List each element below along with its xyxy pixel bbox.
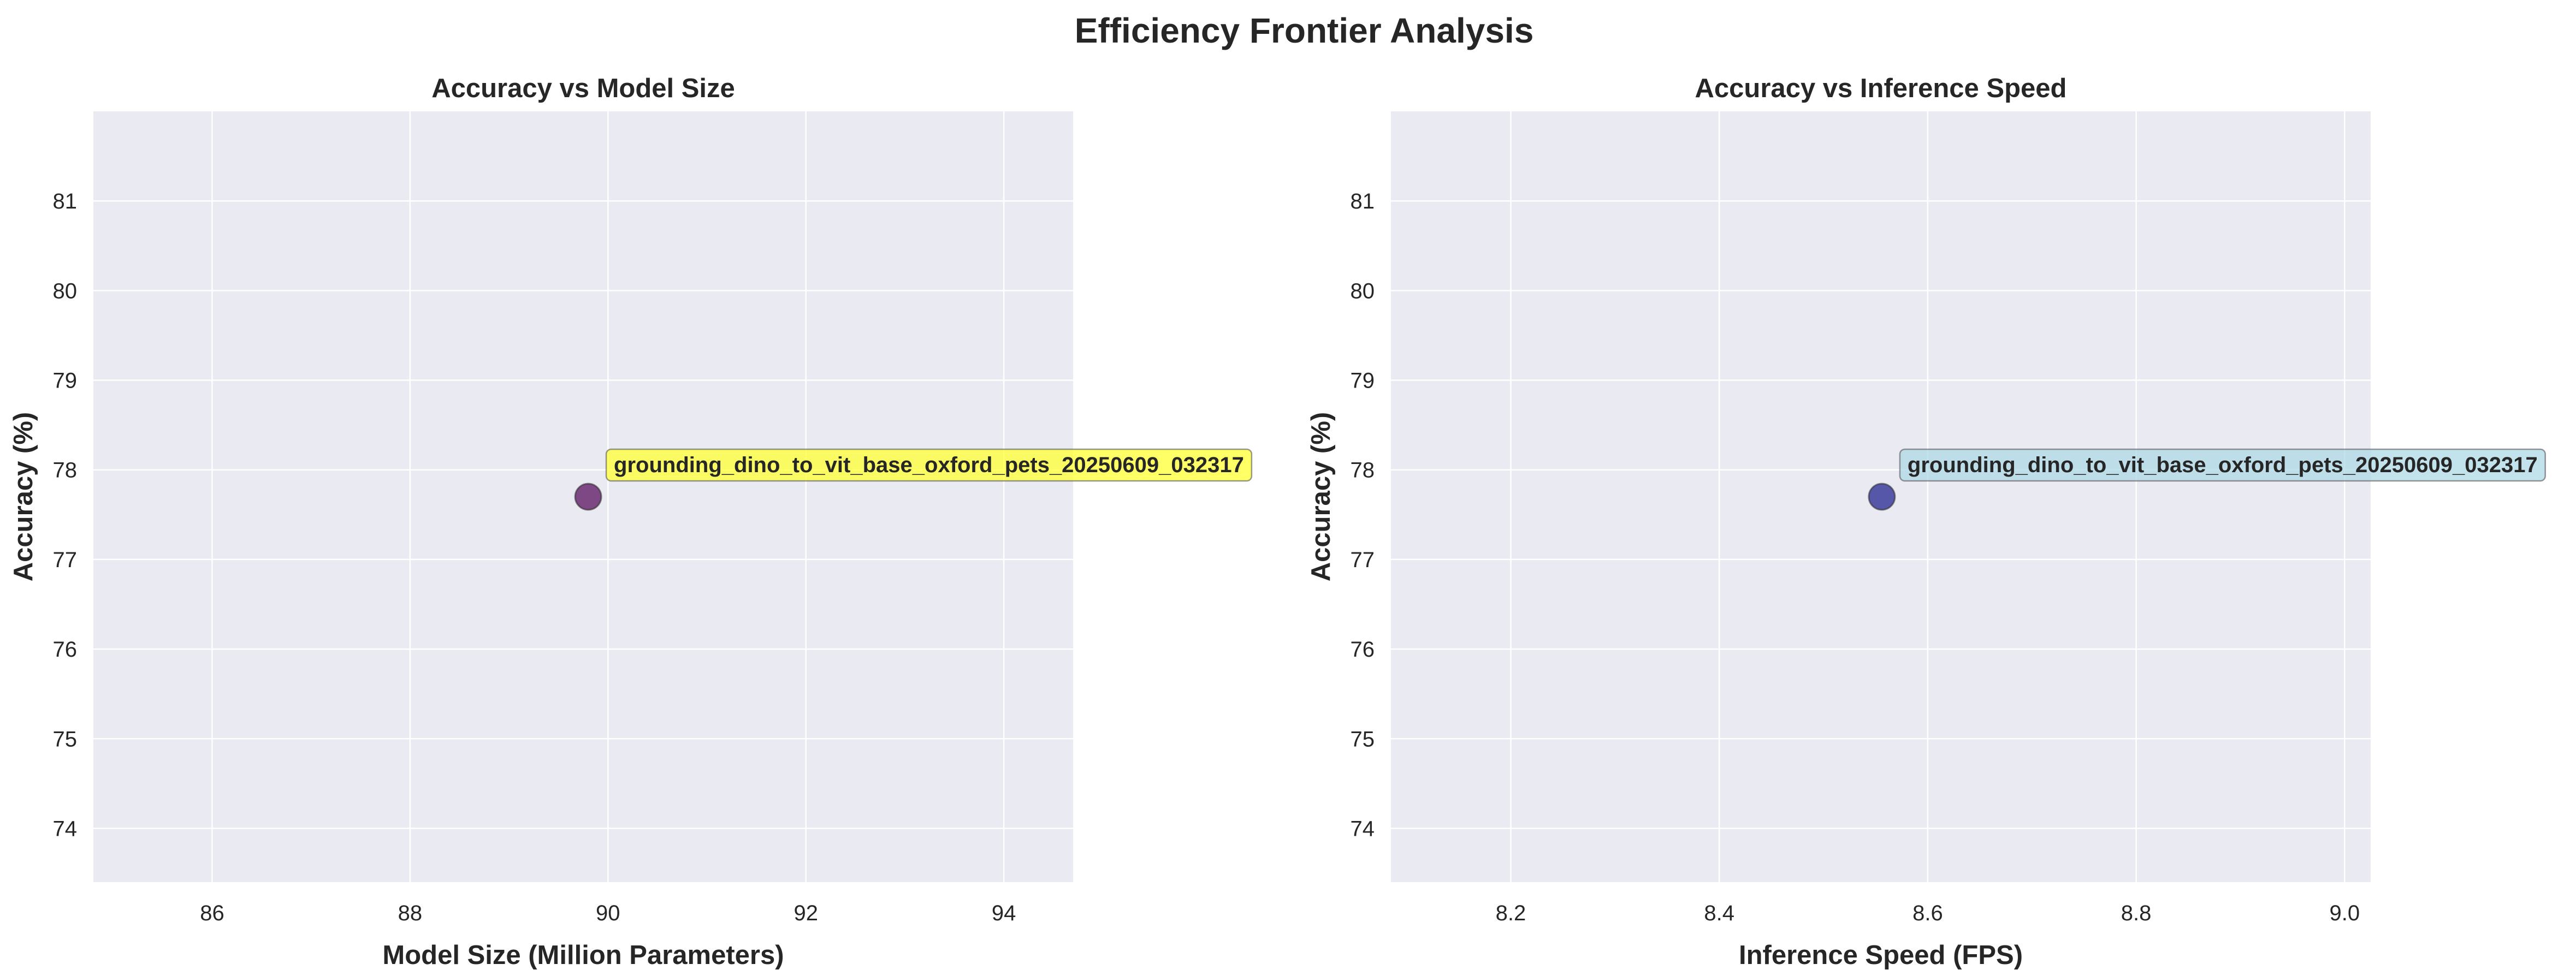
x-tick-label: 86 [200,901,224,925]
x-axis-label: Model Size (Million Parameters) [382,941,784,970]
y-tick-label: 77 [1351,548,1375,572]
annotation-box [1899,448,2546,482]
y-tick-label: 79 [53,369,78,393]
y-tick-label: 78 [1351,459,1375,483]
y-tick-label: 78 [53,459,78,483]
x-axis-label: Inference Speed (FPS) [1739,941,2023,970]
y-tick-label: 81 [1351,189,1375,213]
x-tick-label: 8.8 [2121,901,2152,925]
x-tick-label: 92 [793,901,818,925]
x-tick-label: 8.6 [1912,901,1943,925]
data-point-label: grounding_dino_to_vit_base_oxford_pets_2… [614,453,1244,477]
y-tick-label: 75 [53,727,78,751]
y-tick-label: 77 [53,548,78,572]
y-tick-label: 74 [1351,817,1375,841]
data-point [574,483,602,511]
y-tick-label: 80 [53,279,78,303]
chart-title: Accuracy vs Model Size [431,74,735,103]
figure-title: Efficiency Frontier Analysis [1075,11,1534,50]
y-tick-label: 80 [1351,279,1375,303]
y-tick-label: 81 [53,189,78,213]
chart-panel-accuracy-vs-inference-speed: 8.2 8.4 8.6 8.8 9.0 74 75 76 77 78 79 80 81 Accuracy … [1306,74,2546,970]
x-tick-label: 88 [398,901,423,925]
y-tick-label: 76 [53,638,78,662]
y-tick-label: 75 [1351,727,1375,751]
chart-panel-accuracy-vs-model-size: 86 88 90 92 94 74 75 76 77 78 79 80 81 Accuracy vs Mo… [9,74,1253,970]
x-tick-label: 94 [992,901,1016,925]
x-tick-label: 9.0 [2329,901,2360,925]
data-point [1868,483,1896,511]
y-axis-label: Accuracy (%) [9,412,38,581]
x-tick-label: 90 [596,901,620,925]
data-point-label: grounding_dino_to_vit_base_oxford_pets_2… [1908,453,2538,477]
x-tick-label: 8.2 [1496,901,1526,925]
y-tick-label: 79 [1351,369,1375,393]
annotation-box [605,448,1253,482]
y-tick-label: 76 [1351,638,1375,662]
chart-title: Accuracy vs Inference Speed [1695,74,2067,103]
y-tick-label: 74 [53,817,78,841]
y-axis-label: Accuracy (%) [1306,412,1336,581]
x-tick-label: 8.4 [1704,901,1734,925]
